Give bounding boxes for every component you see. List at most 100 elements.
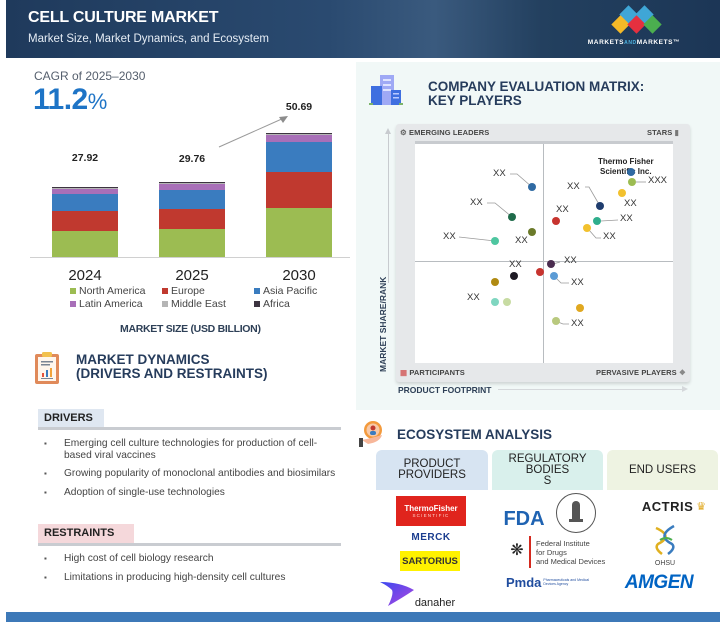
segment-latin-america xyxy=(266,135,332,142)
market-size-bar-chart xyxy=(30,100,350,290)
quadrant-divider-vertical xyxy=(543,144,544,363)
company-dot[interactable] xyxy=(491,278,499,286)
company-label: XX xyxy=(564,255,577,266)
company-label: XX xyxy=(567,181,580,192)
quadrant-divider-horizontal xyxy=(415,261,673,262)
buildings-icon xyxy=(369,75,403,105)
restraints-divider xyxy=(38,543,341,546)
company-label: XX xyxy=(620,213,633,224)
company-label: XX xyxy=(493,168,506,179)
fda-logo: FDA xyxy=(503,507,545,530)
company-dot[interactable] xyxy=(596,202,604,210)
bfarm-logo: Federal Institute for Drugs and Medical … xyxy=(536,538,606,566)
pervasive-players-icon: ❖ xyxy=(678,368,686,377)
company-label: XX xyxy=(515,235,528,246)
company-label: XX xyxy=(556,204,569,215)
restraint-item: High cost of cell biology research xyxy=(44,553,344,565)
legend-item-asia-pacific: Asia Pacific xyxy=(254,284,317,297)
company-dot[interactable] xyxy=(628,178,636,186)
company-label: XX xyxy=(509,259,522,270)
ecosystem-hand-icon xyxy=(359,421,382,447)
company-dot[interactable] xyxy=(593,217,601,225)
bar-2030 xyxy=(266,132,332,258)
segment-asia-pacific xyxy=(159,190,225,209)
amgen-logo: AMGEN xyxy=(624,572,694,593)
pmda-logo: Pmda Pharmaceuticals and Medical Devices… xyxy=(506,574,590,590)
cdsco-emblem xyxy=(556,493,596,533)
bar-total-2030: 50.69 xyxy=(285,101,313,113)
x-axis-line xyxy=(498,389,682,390)
segment-africa xyxy=(159,182,225,183)
driver-item: Adoption of single-use technologies xyxy=(44,487,344,499)
sartorius-logo: SARTORIUS xyxy=(400,551,460,571)
segment-africa xyxy=(266,133,332,134)
legend-item-north-america: North America xyxy=(70,284,162,297)
company-dot[interactable] xyxy=(583,224,591,232)
x-axis-arrow-icon xyxy=(682,386,688,392)
company-dot[interactable] xyxy=(552,317,560,325)
thermofisher-logo: ThermoFisher SCIENTIFIC xyxy=(396,496,466,526)
company-dot[interactable] xyxy=(536,268,544,276)
company-label: XX xyxy=(470,197,483,208)
chart-axis-title: MARKET SIZE (USD BILLION) xyxy=(120,323,261,335)
legend-item-middle-east: Middle East xyxy=(162,297,254,310)
company-dot[interactable] xyxy=(528,183,536,191)
emerging-leaders-label: ⚙ EMERGING LEADERS xyxy=(400,128,490,137)
year-label-2030: 2030 xyxy=(282,267,316,284)
drivers-divider xyxy=(38,427,341,430)
company-dot[interactable] xyxy=(618,189,626,197)
company-dot-thermo-fisher[interactable] xyxy=(627,168,635,176)
company-label: XX xyxy=(571,277,584,288)
brand-diamonds-icon xyxy=(608,5,662,36)
company-dot[interactable] xyxy=(552,217,560,225)
marketsandmarkets-logo: MARKETSANDMARKETS™ xyxy=(574,5,694,52)
pervasive-players-label: PERVASIVE PLAYERS ❖ xyxy=(596,368,686,377)
segment-middle-east xyxy=(52,188,118,189)
company-dot[interactable] xyxy=(491,298,499,306)
segment-north-america xyxy=(52,231,118,258)
emerging-leaders-icon: ⚙ xyxy=(400,128,407,137)
stars-bars-icon: ▮ xyxy=(674,128,679,137)
footer-bar xyxy=(6,612,720,622)
company-dot[interactable] xyxy=(576,304,584,312)
tab-product-providers: PRODUCT PROVIDERS xyxy=(376,450,488,490)
stars-label: STARS ▮ xyxy=(647,128,679,137)
company-label: XXX xyxy=(648,175,668,186)
x-axis-label: PRODUCT FOOTPRINT xyxy=(398,385,492,395)
ohsu-helix-icon xyxy=(655,524,675,555)
y-axis-arrow-icon xyxy=(385,128,391,134)
company-dot[interactable] xyxy=(491,237,499,245)
driver-item: Growing popularity of monoclonal antibod… xyxy=(44,468,344,480)
company-dot[interactable] xyxy=(547,260,555,268)
chart-legend: North America Europe Asia Pacific Latin … xyxy=(70,284,350,310)
company-dot[interactable] xyxy=(508,213,516,221)
company-dot[interactable] xyxy=(528,228,536,236)
company-dot[interactable] xyxy=(503,298,511,306)
clipboard-chart-icon xyxy=(35,352,59,384)
company-dot[interactable] xyxy=(510,272,518,280)
segment-europe xyxy=(52,211,118,231)
segment-europe xyxy=(159,209,225,229)
legend-item-africa: Africa xyxy=(254,297,290,310)
segment-middle-east xyxy=(159,183,225,184)
legend-item-latin-america: Latin America xyxy=(70,297,162,310)
company-dot[interactable] xyxy=(550,272,558,280)
participants-label: ▦ PARTICIPANTS xyxy=(400,368,465,377)
cagr-label: CAGR of 2025–2030 xyxy=(34,69,146,83)
segment-middle-east xyxy=(266,134,332,135)
segment-africa xyxy=(52,187,118,188)
page-title: CELL CULTURE MARKET xyxy=(28,9,219,26)
segment-north-america xyxy=(266,208,332,258)
driver-item: Emerging cell culture technologies for p… xyxy=(44,438,344,461)
bar-2024 xyxy=(52,182,118,258)
bfarm-divider xyxy=(529,536,531,568)
segment-asia-pacific xyxy=(266,142,332,172)
restraints-list: High cost of cell biology research Limit… xyxy=(44,553,344,590)
cagr-value: 11.2% xyxy=(33,83,107,116)
actris-emblem-icon: ♛ xyxy=(696,500,707,513)
merck-logo: MERCK xyxy=(411,531,451,543)
brand-name: MARKETSANDMARKETS™ xyxy=(587,39,681,46)
ecosystem-title: ECOSYSTEM ANALYSIS xyxy=(397,427,553,442)
tab-regulatory-bodies: REGULATORY BODIES S xyxy=(492,450,603,490)
